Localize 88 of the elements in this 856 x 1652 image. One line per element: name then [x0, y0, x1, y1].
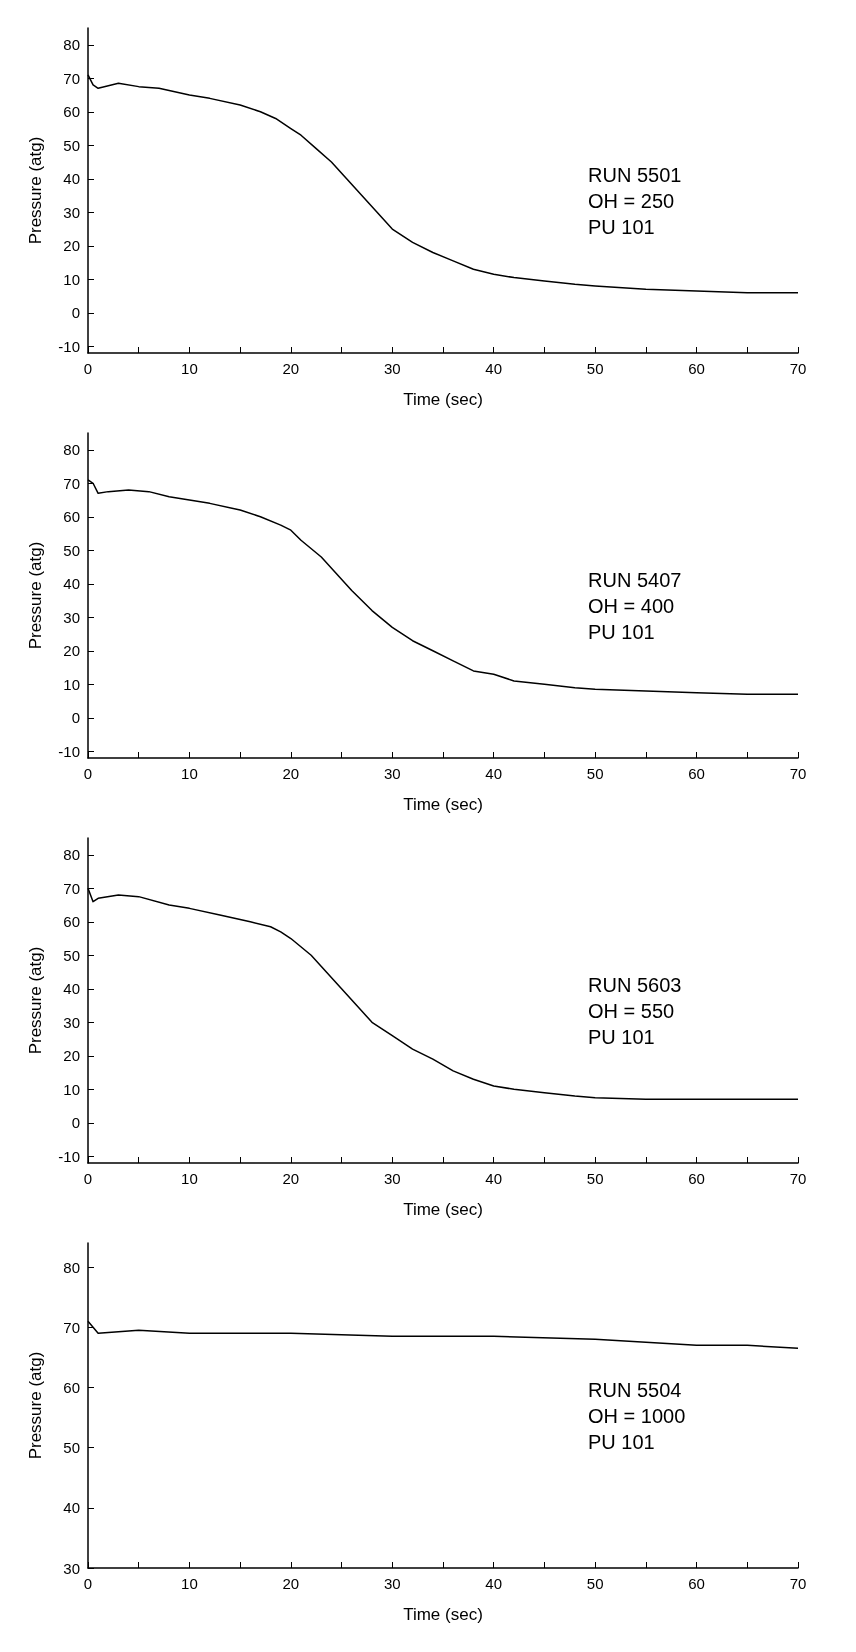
y-tick-label: 30 [63, 203, 80, 221]
annotation: OH = 550 [588, 999, 675, 1022]
y-tick-label: 60 [63, 913, 80, 931]
x-tick-label: 40 [485, 1170, 503, 1187]
annotation: OH = 1000 [588, 1404, 686, 1427]
x-tick-label: 10 [181, 1575, 198, 1592]
x-tick-label: 60 [688, 360, 705, 377]
x-tick-label: 30 [383, 360, 401, 377]
x-tick-label: 20 [282, 360, 300, 377]
y-tick-label: 30 [63, 1013, 80, 1031]
annotation: RUN 5501 [588, 163, 682, 186]
x-axis-title: Time (sec) [403, 390, 483, 409]
y-tick-label: 60 [63, 1378, 80, 1396]
y-tick-label: 70 [63, 69, 80, 87]
x-tick-label: 50 [586, 1170, 604, 1187]
y-tick-label: -10 [58, 337, 80, 355]
x-axis-title: Time (sec) [403, 1200, 483, 1219]
y-tick-label: 30 [63, 1559, 80, 1577]
annotation: RUN 5504 [588, 1378, 682, 1401]
y-axis-title: Pressure (atg) [26, 946, 45, 1055]
y-tick-label: 80 [63, 846, 80, 864]
annotation: RUN 5603 [588, 973, 682, 996]
x-tick-label: 60 [688, 1170, 705, 1187]
y-tick-label: 20 [63, 642, 80, 660]
y-tick-label: 0 [71, 1114, 80, 1132]
x-tick-label: 20 [282, 1575, 300, 1592]
y-tick-label: 10 [63, 1080, 80, 1098]
x-tick-label: 10 [181, 765, 198, 782]
x-tick-label: 60 [688, 1575, 705, 1592]
x-tick-label: 30 [383, 1575, 401, 1592]
y-axis-title: Pressure (atg) [26, 136, 45, 245]
annotation: PU 101 [588, 1025, 655, 1048]
annotation: PU 101 [588, 1430, 655, 1453]
y-axis-title: Pressure (atg) [26, 1351, 45, 1460]
y-tick-label: 70 [63, 474, 80, 492]
annotation: PU 101 [588, 620, 655, 643]
y-axis-title: Pressure (atg) [26, 541, 45, 650]
x-tick-label: 50 [586, 1575, 604, 1592]
x-tick-label: 40 [485, 1575, 503, 1592]
annotation: PU 101 [588, 215, 655, 238]
y-tick-label: 70 [63, 879, 80, 897]
y-tick-label: 0 [71, 304, 80, 322]
y-tick-label: 60 [63, 508, 80, 526]
y-tick-label: 40 [63, 1499, 80, 1517]
y-tick-label: 50 [63, 541, 80, 559]
x-tick-label: 70 [789, 1170, 807, 1187]
y-tick-label: -10 [58, 1147, 80, 1165]
y-tick-label: 40 [63, 980, 80, 998]
y-tick-label: 50 [63, 136, 80, 154]
y-tick-label: 80 [63, 36, 80, 54]
x-tick-label: 0 [83, 1575, 93, 1592]
x-tick-label: 20 [282, 1170, 300, 1187]
y-tick-label: 0 [71, 709, 80, 727]
x-tick-label: 60 [688, 765, 705, 782]
y-tick-label: 10 [63, 675, 80, 693]
x-tick-label: 50 [586, 360, 604, 377]
x-tick-label: 30 [383, 765, 401, 782]
y-tick-label: 50 [63, 1439, 80, 1457]
y-tick-label: -10 [58, 742, 80, 760]
y-tick-label: 70 [63, 1318, 80, 1336]
x-axis-title: Time (sec) [403, 1605, 483, 1624]
x-tick-label: 70 [789, 765, 807, 782]
x-tick-label: 50 [586, 765, 604, 782]
annotation: OH = 400 [588, 594, 675, 617]
y-tick-label: 50 [63, 946, 80, 964]
x-tick-label: 0 [83, 1170, 93, 1187]
x-tick-label: 30 [383, 1170, 401, 1187]
y-tick-label: 40 [63, 575, 80, 593]
x-tick-label: 10 [181, 360, 198, 377]
x-tick-label: 0 [83, 360, 93, 377]
x-tick-label: 20 [282, 765, 300, 782]
y-tick-label: 80 [63, 1258, 80, 1276]
x-tick-label: 40 [485, 360, 503, 377]
x-tick-label: 0 [83, 765, 93, 782]
y-tick-label: 20 [63, 1047, 80, 1065]
x-axis-title: Time (sec) [403, 795, 483, 814]
y-tick-label: 30 [63, 608, 80, 626]
y-tick-label: 60 [63, 103, 80, 121]
annotation: OH = 250 [588, 189, 675, 212]
x-tick-label: 10 [181, 1170, 198, 1187]
x-tick-label: 70 [789, 1575, 807, 1592]
x-tick-label: 40 [485, 765, 503, 782]
annotation: RUN 5407 [588, 568, 682, 591]
x-tick-label: 70 [789, 360, 807, 377]
y-tick-label: 10 [63, 270, 80, 288]
y-tick-label: 20 [63, 237, 80, 255]
y-tick-label: 40 [63, 170, 80, 188]
y-tick-label: 80 [63, 441, 80, 459]
